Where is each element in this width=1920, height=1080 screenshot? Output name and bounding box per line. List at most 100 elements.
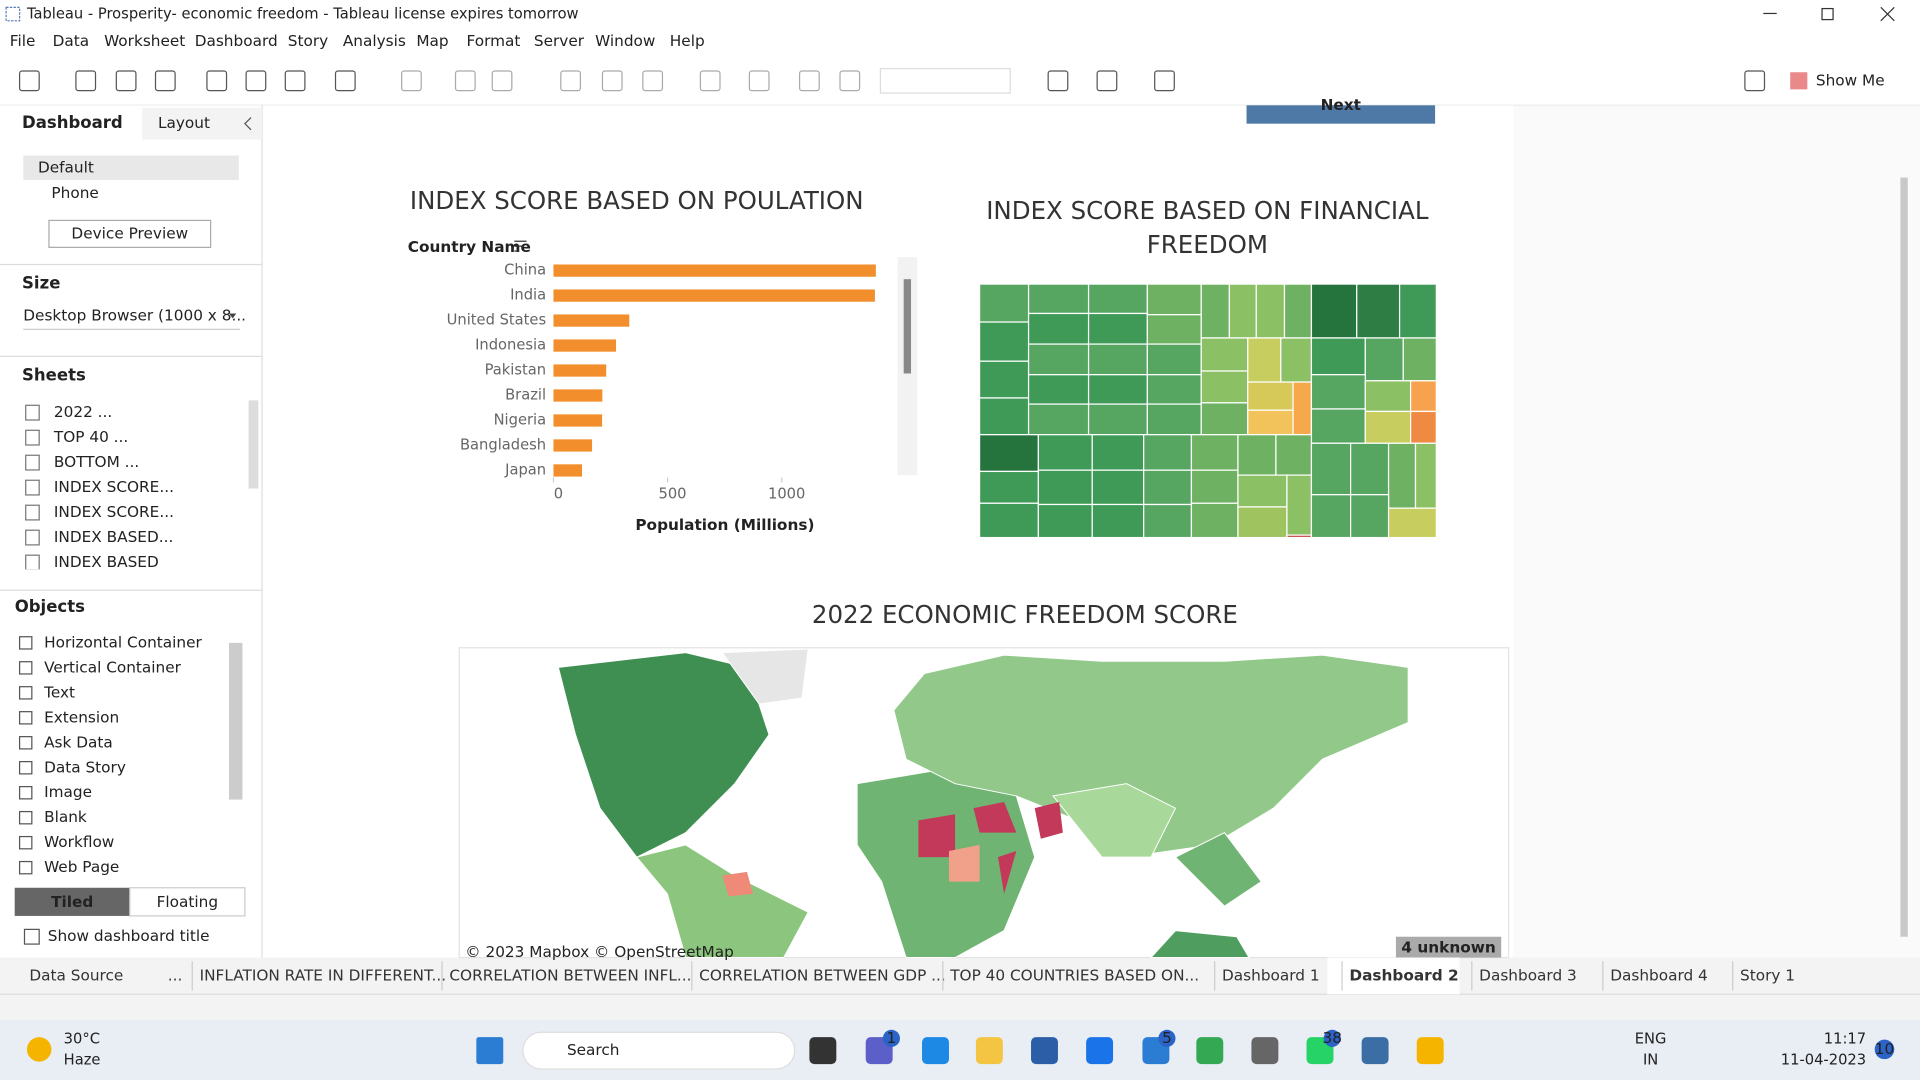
sheet-tab[interactable]: CORRELATION BETWEEN INFL... [449,966,691,984]
treemap-cell [1283,283,1313,339]
treemap-cell [1237,506,1288,539]
map-region [997,851,1017,894]
taskbar-app [1251,1037,1279,1065]
treemap-cell [1310,442,1352,496]
taskbar-search[interactable]: Search [567,1041,620,1059]
sheet-item[interactable]: TOP 40 ... [53,428,128,446]
object-item[interactable]: Blank [44,808,87,826]
treemap-cell [1410,380,1437,413]
bar [553,314,630,327]
unknown-indicator[interactable]: 4 unknown [1401,938,1495,956]
tiled-button [14,887,130,916]
treemap-cell [1237,434,1277,476]
sheet-icon [25,404,40,421]
sheet-tab[interactable]: INFLATION RATE IN DIFFERENT... [200,966,446,984]
object-item[interactable]: Horizontal Container [44,633,202,651]
map-region [1149,930,1250,959]
next-button-label[interactable]: Next [1321,96,1361,114]
map-region [893,654,1409,858]
object-item[interactable]: Image [44,783,92,801]
dropdown-arrow [228,313,237,319]
object-icon [18,761,33,775]
menu-item[interactable]: Help [670,32,705,50]
sheet-item[interactable]: BOTTOM ... [54,453,139,471]
sheet-tab[interactable]: CORRELATION BETWEEN GDP ... [699,966,946,984]
menu-item[interactable]: Dashboard [195,32,278,50]
panel-tab[interactable]: Dashboard [22,113,123,132]
sheet-item[interactable]: INDEX SCORE... [54,503,174,521]
menu-item[interactable]: Map [416,32,448,50]
sheet-tab[interactable]: TOP 40 COUNTRIES BASED ON... [949,966,1199,984]
taskbar-app [809,1037,837,1065]
treemap-cell [1286,534,1313,539]
sort-icon [514,240,527,252]
treemap-cell [978,502,1039,539]
treemap-title: FREEDOM [1147,230,1268,259]
tiled-button-label[interactable]: Tiled [51,893,93,911]
treemap-cell [1292,381,1313,436]
object-icon [18,686,33,700]
menu-item[interactable]: File [10,32,36,50]
menu-item[interactable]: Data [53,32,90,50]
map-region [1174,832,1262,907]
sheet-item[interactable]: INDEX BASED [54,553,159,571]
sheet-item[interactable]: INDEX SCORE... [54,478,174,496]
menu-item[interactable]: Window [595,32,655,50]
object-item[interactable]: Vertical Container [44,658,182,676]
object-item[interactable]: Ask Data [44,733,113,751]
checkbox-label[interactable]: Show dashboard title [48,927,210,945]
show-me-button[interactable]: Show Me [1816,71,1885,89]
toolbar-icon [699,70,721,92]
device-option[interactable]: Phone [51,184,98,202]
object-item[interactable]: Text [43,683,75,701]
treemap-cell [1146,374,1202,405]
sheet-tab[interactable]: Dashboard 4 [1610,966,1708,984]
data-source-tab[interactable]: Data Source [29,966,123,984]
bar [553,364,607,377]
close-button[interactable] [1880,6,1895,22]
collapse-arrow [244,117,252,131]
y-tick-label: Brazil [505,387,546,404]
panel-tab[interactable]: Layout [158,114,210,132]
sheet-icon [25,454,40,471]
device-option[interactable]: Default [38,158,94,176]
bar [553,414,603,427]
toolbar-icon [1154,70,1175,92]
floating-button-label[interactable]: Floating [157,893,218,911]
object-icon [18,860,33,875]
treemap-cell [1037,469,1093,506]
sheet-tab[interactable]: Dashboard 1 [1222,966,1320,984]
sheet-tab[interactable]: Story 1 [1740,966,1795,984]
menu-item[interactable]: Analysis [343,32,406,50]
badge [1158,1029,1176,1047]
device-preview-button[interactable]: Device Preview [71,224,188,242]
treemap-cell [1190,469,1239,504]
treemap-cell [1200,402,1249,436]
object-item[interactable]: Workflow [44,833,114,851]
toolbar-dropdown [879,67,1011,94]
notification-count[interactable]: 10 [1875,1040,1894,1058]
menu-item[interactable]: Format [467,32,521,50]
object-item[interactable]: Extension [44,708,119,726]
treemap-cell [1143,434,1193,471]
sheet-item[interactable]: INDEX BASED... [54,528,173,546]
menu-item[interactable]: Story [288,32,328,50]
sheet-tab[interactable]: Dashboard 2 [1349,966,1458,984]
object-item[interactable]: Data Story [44,758,126,776]
size-dropdown[interactable]: Desktop Browser (1000 x 8... [23,306,246,324]
map-region [635,844,809,959]
canvas-scrollbar [1900,177,1908,937]
menu-item[interactable]: Server [534,32,585,50]
sheet-tab[interactable]: Dashboard 3 [1479,966,1577,984]
more-tabs[interactable]: ... [168,966,183,984]
sheet-item[interactable]: 2022 ... [54,403,112,421]
object-item[interactable]: Web Page [44,858,119,876]
bar [553,439,593,452]
toolbar-icon [642,70,664,92]
y-tick-label: Japan [504,461,546,478]
treemap-cell [1027,403,1090,436]
section-heading: Size [22,274,60,293]
menu-item[interactable]: Worksheet [104,32,185,50]
treemap-cell [1286,474,1313,536]
